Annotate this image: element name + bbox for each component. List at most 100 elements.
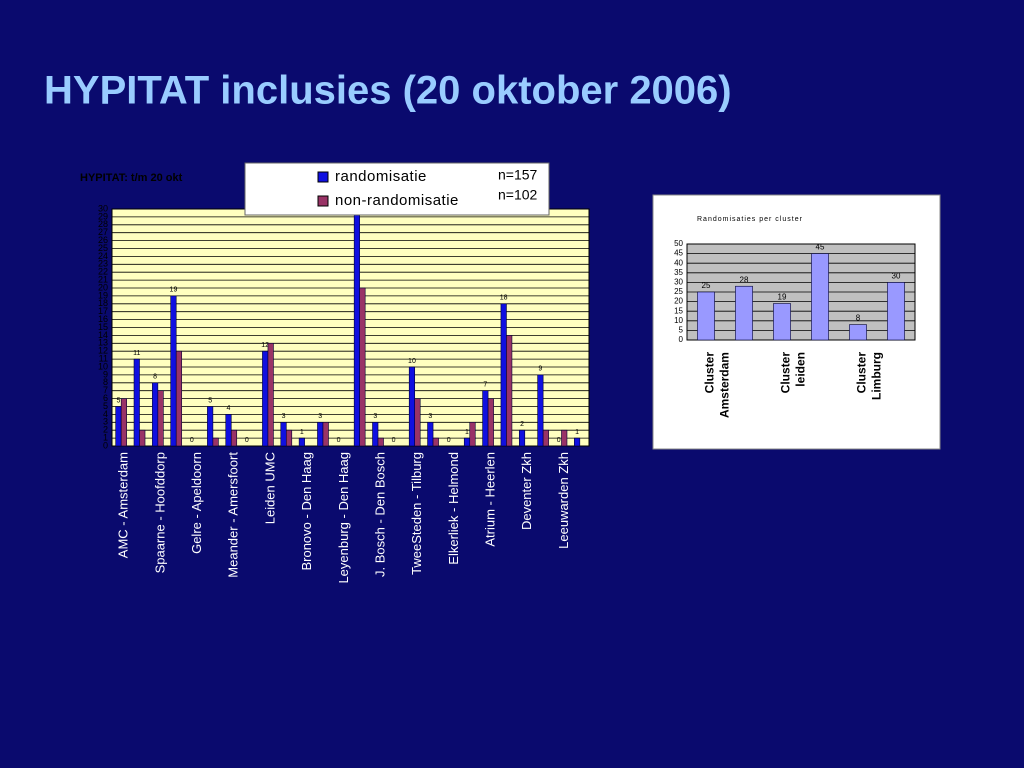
y-tick-label: 20 [98,282,108,292]
legend-box [244,162,550,216]
annotation: n=102 [498,187,538,203]
data-label: 0 [337,437,341,444]
bar [207,406,214,447]
y-tick-label: 27 [98,227,108,237]
label-line: Cluster [855,352,869,394]
bar [372,421,379,447]
y-tick-label: 11 [99,353,108,363]
y-tick-label: 19 [98,290,108,300]
bar [262,350,269,447]
data-label: 12 [261,342,269,349]
label-line: Limburg [870,352,884,403]
bar [353,208,360,447]
data-label: 3 [318,413,322,420]
bar [427,421,434,447]
y-tick-label: 25 [674,287,683,296]
y-tick-label: 10 [98,361,108,371]
bar [506,335,513,447]
bar [469,421,476,447]
data-label: 1 [300,429,304,436]
bar [377,437,384,447]
chart-title: Randomisaties per cluster [697,216,803,223]
x-tick-label: Deventer Zkh [519,452,534,530]
label-line: leiden [794,352,808,390]
y-tick-label: 6 [103,393,108,403]
bar [120,398,127,447]
y-tick-label: 7 [103,385,108,395]
y-tick-label: 40 [674,258,683,267]
bar [414,398,421,447]
bar [463,437,471,447]
y-tick-label: 0 [103,440,108,450]
bar [298,437,305,447]
bar [317,421,324,447]
bar [139,429,146,447]
x-tick-label: Cluster Amsterdam [703,352,732,421]
x-tick-label: Gelre - Apeldoorn [189,452,204,554]
bar [849,324,867,341]
bar [408,366,416,447]
data-label: 10 [408,358,416,365]
y-tick-label: 4 [103,409,108,419]
legend-label: non-randomisatie [335,192,459,209]
annotation: n=157 [498,167,538,183]
x-tick-label: Leyenburg - Den Haag [336,452,351,584]
y-tick-label: 1 [103,432,108,442]
bar [359,287,366,447]
y-tick-label: 45 [674,249,683,258]
y-tick-label: 29 [98,211,108,221]
y-tick-label: 28 [98,219,108,229]
y-tick-label: 10 [674,316,683,325]
y-tick-label: 8 [103,377,108,387]
data-label: 5 [208,397,212,404]
x-tick-label: Spaarne - Hoofddorp [152,452,167,573]
bar [152,382,159,447]
data-label: 0 [245,437,249,444]
y-tick-label: 15 [98,322,108,332]
y-tick-label: 30 [674,278,683,287]
x-tick-label: TweeSteden - Tilburg [409,452,424,575]
y-tick-label: 50 [674,239,683,248]
bar [280,421,287,447]
x-tick-label: Meander - Amersfoort [226,452,241,578]
y-tick-label: 21 [98,274,108,284]
bar [322,421,329,447]
bar [285,429,293,447]
y-tick-label: 25 [98,243,108,253]
data-label: 5 [116,397,120,404]
y-tick-label: 23 [98,259,108,269]
data-label: 0 [190,437,194,444]
y-tick-label: 35 [674,268,683,277]
bar [518,429,526,447]
y-tick-label: 3 [103,417,108,427]
data-label: 8 [153,374,157,381]
bar [537,374,544,447]
y-tick-label: 26 [98,235,108,245]
x-tick-label: Leeuwarden Zkh [556,452,571,549]
bar [115,406,122,447]
bar [230,429,238,447]
slide-title: HYPITAT inclusies (20 oktober 2006) [44,69,732,113]
bar [574,437,581,447]
bar [170,295,177,447]
y-tick-label: 13 [98,338,108,348]
y-tick-label: 0 [679,335,684,344]
data-label: 9 [538,366,542,373]
bar [542,429,549,447]
y-tick-label: 15 [674,306,683,315]
data-label: 7 [483,382,487,389]
y-tick-label: 14 [98,330,108,340]
label-line: Cluster [703,352,717,394]
y-tick-label: 20 [674,297,683,306]
x-tick-label: Elkerliek - Helmond [446,452,461,565]
data-label: 8 [856,314,861,323]
y-tick-label: 2 [103,425,108,435]
x-tick-label: Bronovo - Den Haag [299,452,314,571]
data-label: 11 [133,350,140,357]
data-label: 0 [447,437,451,444]
bar [212,437,219,447]
label-line: Amsterdam [718,352,732,421]
y-tick-label: 22 [98,267,108,277]
chart-title: HYPITAT: t/m 20 okt [80,172,183,184]
